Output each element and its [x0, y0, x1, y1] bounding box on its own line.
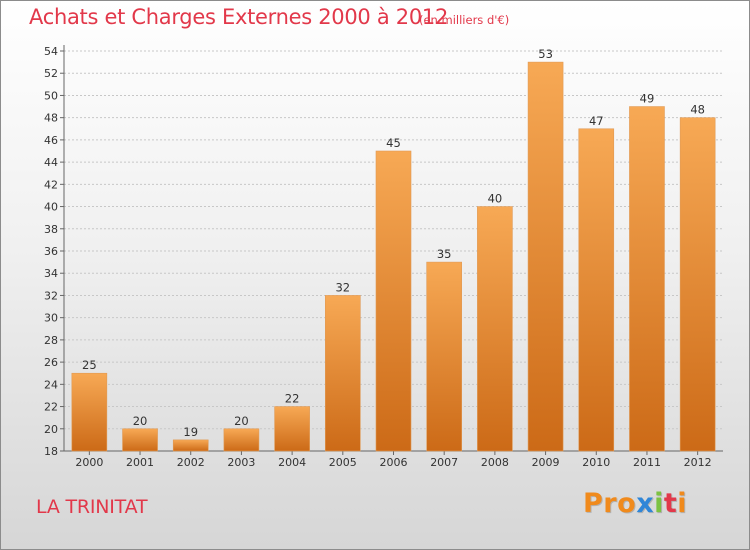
- y-tick-label: 46: [44, 134, 58, 147]
- data-label-2004: 22: [285, 392, 300, 406]
- logo-letter: P: [583, 488, 604, 519]
- y-tick-label: 42: [44, 178, 58, 191]
- data-label-2011: 49: [640, 92, 655, 106]
- bar-2001[interactable]: [122, 428, 158, 452]
- y-tick-label: 20: [44, 423, 58, 436]
- bar-2002[interactable]: [172, 439, 209, 452]
- y-tick-label: 38: [44, 223, 58, 236]
- bar-2007[interactable]: [426, 261, 462, 452]
- data-label-2003: 20: [234, 414, 249, 428]
- x-tick-label-2012: 2012: [684, 456, 712, 469]
- y-tick-label: 22: [44, 401, 58, 414]
- x-tick-label-2005: 2005: [329, 456, 357, 469]
- data-label-2001: 20: [133, 414, 148, 428]
- data-label-2000: 25: [82, 358, 97, 372]
- y-tick-label: 18: [44, 445, 58, 458]
- x-tick-label-2006: 2006: [380, 456, 408, 469]
- y-tick-label: 30: [44, 312, 58, 325]
- data-label-2007: 35: [437, 247, 452, 261]
- chart-title: Achats et Charges Externes 2000 à 2012: [29, 5, 449, 29]
- x-tick-label-2000: 2000: [75, 456, 103, 469]
- y-tick-label: 24: [44, 378, 58, 391]
- x-tick-label-2009: 2009: [532, 456, 560, 469]
- y-tick-label: 50: [44, 89, 58, 102]
- y-tick-label: 28: [44, 334, 58, 347]
- y-tick-label: 44: [44, 156, 58, 169]
- data-label-2010: 47: [589, 114, 604, 128]
- data-label-2006: 45: [386, 136, 401, 150]
- data-label-2008: 40: [488, 192, 503, 206]
- bar-2009[interactable]: [527, 61, 564, 452]
- bar-2010[interactable]: [578, 128, 615, 452]
- bar-2003[interactable]: [223, 428, 260, 452]
- data-labels: 25 20 19 20 22 32 45 35 40 53 47 49 48: [82, 47, 705, 439]
- logo-letter: i: [654, 488, 664, 519]
- logo-letter: r: [603, 488, 618, 519]
- y-tick-label: 36: [44, 245, 58, 258]
- bar-2000[interactable]: [71, 372, 108, 452]
- x-tick-label-2011: 2011: [633, 456, 661, 469]
- x-tick-label-2001: 2001: [126, 456, 154, 469]
- data-label-2009: 53: [538, 47, 553, 61]
- bars: [71, 61, 716, 452]
- logo-letter: t: [663, 488, 678, 519]
- axes: 18 20 22 24 26 28 30 32 34 36 38 40 42 44 46 48 50 52 54 20…: [44, 45, 723, 469]
- bar-2011[interactable]: [629, 106, 665, 452]
- logo-letter: i: [677, 488, 688, 519]
- logo-letter: o: [617, 488, 637, 519]
- y-tick-label: 48: [44, 112, 58, 125]
- data-label-2002: 19: [183, 425, 198, 439]
- x-tick-label-2002: 2002: [177, 456, 205, 469]
- logo-letter: x: [636, 488, 655, 519]
- data-label-2005: 32: [335, 280, 350, 294]
- bar-2008[interactable]: [477, 206, 513, 452]
- y-tick-label: 26: [44, 356, 58, 369]
- place-name: LA TRINITAT: [36, 496, 148, 518]
- x-tick-label-2004: 2004: [278, 456, 306, 469]
- bar-2006[interactable]: [375, 150, 412, 452]
- data-label-2012: 48: [690, 103, 705, 117]
- x-tick-label-2008: 2008: [481, 456, 509, 469]
- y-tick-label: 32: [44, 289, 58, 302]
- bar-2012[interactable]: [679, 117, 716, 452]
- y-tick-label: 52: [44, 67, 58, 80]
- x-tick-label-2003: 2003: [227, 456, 255, 469]
- y-tick-label: 34: [44, 267, 58, 280]
- bar-2005[interactable]: [325, 295, 361, 452]
- x-tick-label-2010: 2010: [582, 456, 610, 469]
- x-tick-label-2007: 2007: [430, 456, 458, 469]
- proxiti-logo[interactable]: Proxiti: [583, 488, 687, 519]
- y-tick-label: 40: [44, 201, 58, 214]
- y-tick-label: 54: [44, 45, 58, 58]
- bar-2004[interactable]: [274, 406, 310, 452]
- chart-subtitle: (en milliers d'€): [419, 13, 510, 27]
